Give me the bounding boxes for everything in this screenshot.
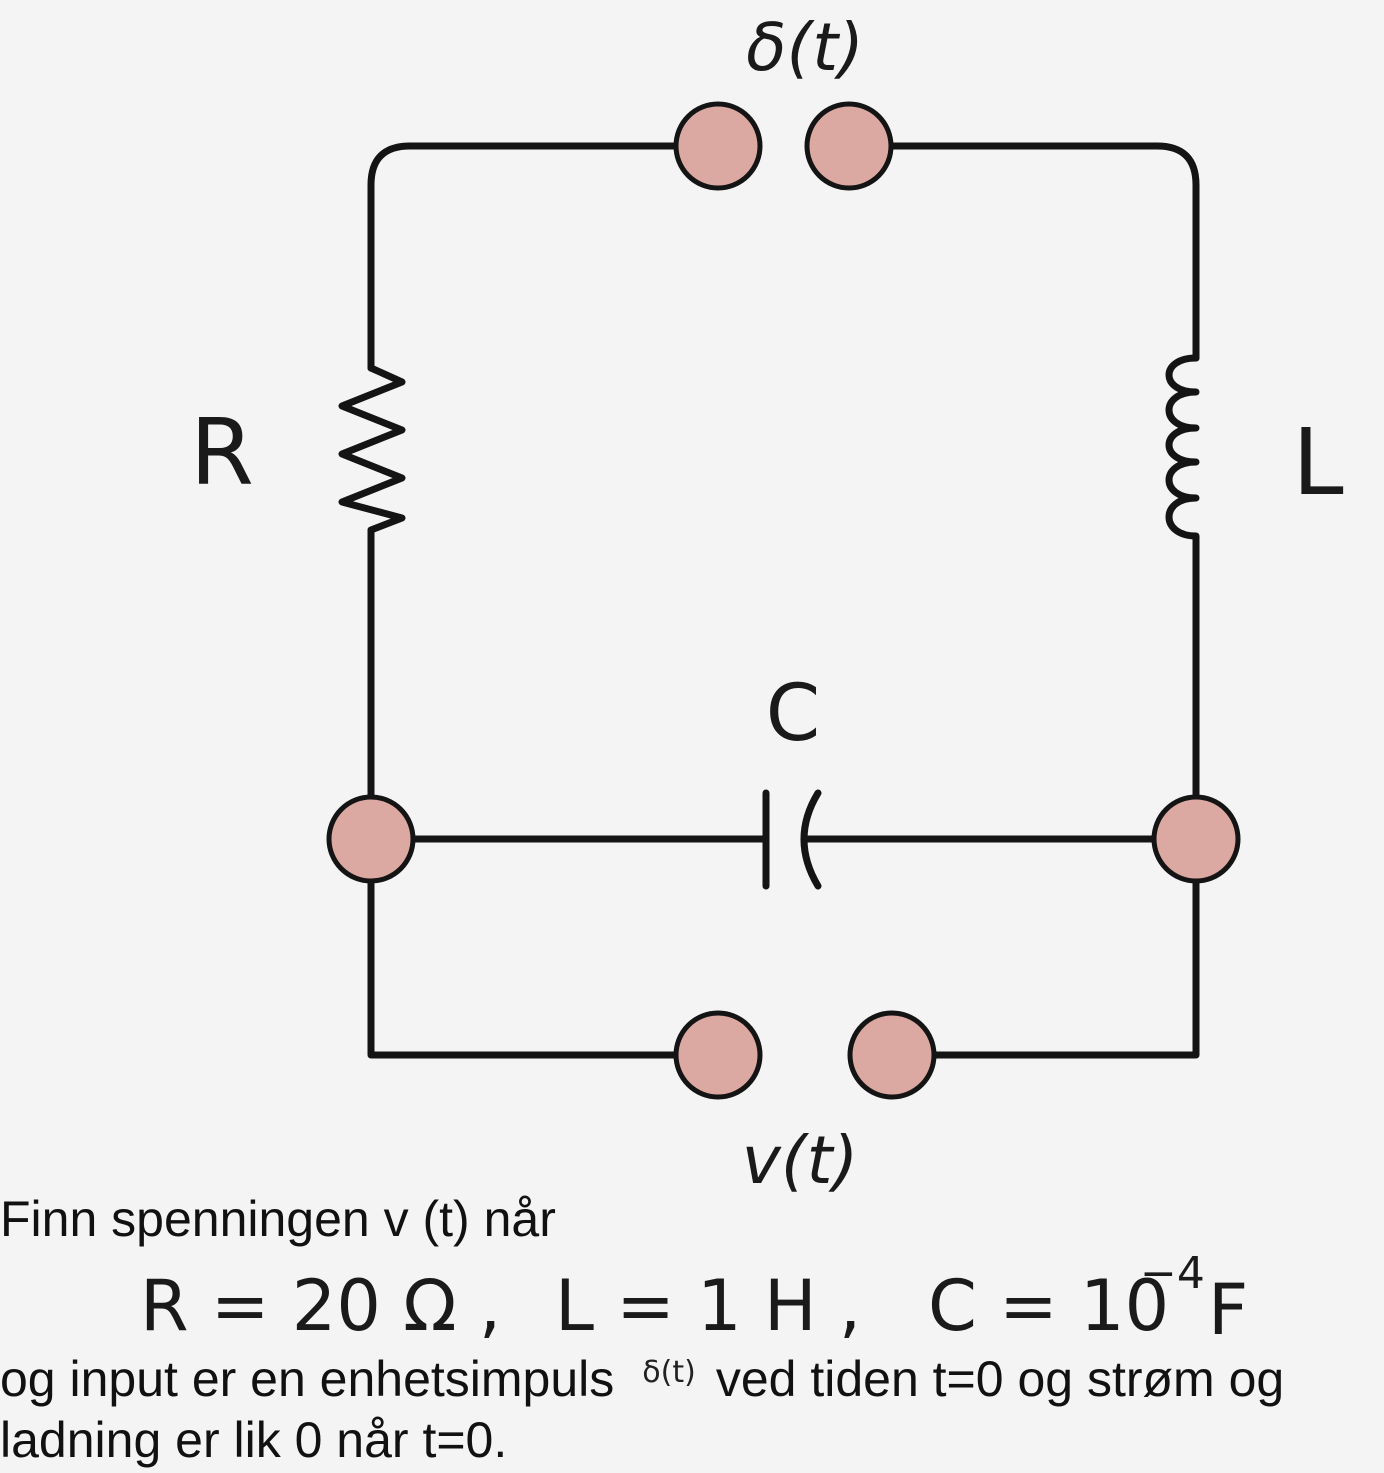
output-terminal-right bbox=[847, 1010, 937, 1100]
problem-line-1: Finn spenningen v (t) når bbox=[0, 1191, 556, 1247]
capacitor-label: C bbox=[766, 669, 820, 759]
problem-line-4: ladning er lik 0 når t=0. bbox=[0, 1412, 508, 1468]
capacitance-unit: F bbox=[1208, 1269, 1248, 1348]
problem-line-3: og input er en enhetsimpuls δ(t) ved tiden… bbox=[0, 1354, 1284, 1404]
top-wire bbox=[367, 142, 680, 372]
component-values: R = 20 Ω , L = 1 H , C = 10 −4 F bbox=[140, 1248, 1248, 1348]
node-right bbox=[1151, 794, 1241, 884]
line3-before: og input er en enhetsimpuls bbox=[0, 1351, 615, 1407]
node-left bbox=[326, 794, 416, 884]
inductor-label: L bbox=[1292, 409, 1343, 516]
inductor-symbol bbox=[1165, 354, 1200, 804]
output-terminal-left bbox=[673, 1010, 763, 1100]
capacitance-exponent: −4 bbox=[1140, 1248, 1205, 1299]
output-label: v(t) bbox=[742, 1122, 858, 1199]
source-label: δ(t) bbox=[746, 9, 864, 86]
resistance-value: R = 20 Ω , bbox=[140, 1265, 501, 1347]
inductance-value: L = 1 H , bbox=[555, 1265, 861, 1347]
bottom-right-wire bbox=[932, 876, 1200, 1059]
rlc-circuit-diagram: δ(t) R L C v(t) bbox=[190, 9, 1344, 1199]
impulse-symbol: δ(t) bbox=[642, 1355, 696, 1390]
bottom-left-wire bbox=[367, 876, 680, 1059]
resistor-symbol bbox=[338, 364, 406, 804]
source-terminal-left bbox=[673, 101, 763, 191]
source-terminal-right bbox=[804, 101, 894, 191]
resistor-label: R bbox=[190, 399, 254, 506]
capacitance-value: C = 10 bbox=[928, 1265, 1169, 1347]
top-right-wire bbox=[888, 142, 1200, 362]
line3-after: ved tiden t=0 og strøm og bbox=[715, 1351, 1285, 1407]
